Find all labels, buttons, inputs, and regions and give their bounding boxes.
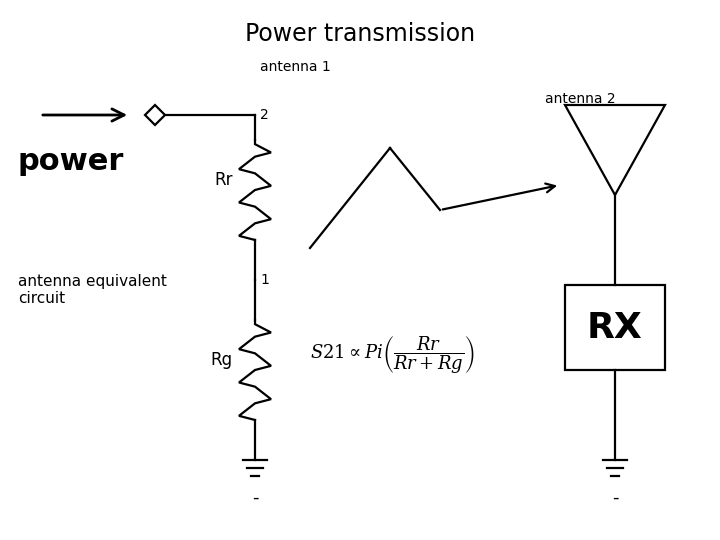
Text: power: power [18,147,125,177]
Text: Power transmission: Power transmission [245,22,475,46]
Text: Rg: Rg [211,351,233,369]
Text: $S21 \propto Pi\left(\dfrac{Rr}{Rr+Rg}\right)$: $S21 \propto Pi\left(\dfrac{Rr}{Rr+Rg}\r… [310,334,475,376]
Text: antenna 2: antenna 2 [545,92,616,106]
Text: -: - [612,489,618,507]
Text: antenna equivalent
circuit: antenna equivalent circuit [18,274,167,306]
Text: antenna 1: antenna 1 [260,60,330,74]
Text: Rr: Rr [215,171,233,189]
Bar [565,285,665,370]
Text: RX: RX [587,310,643,345]
Text: 1: 1 [260,273,269,287]
Text: 2: 2 [260,108,269,122]
Text: -: - [252,489,258,507]
